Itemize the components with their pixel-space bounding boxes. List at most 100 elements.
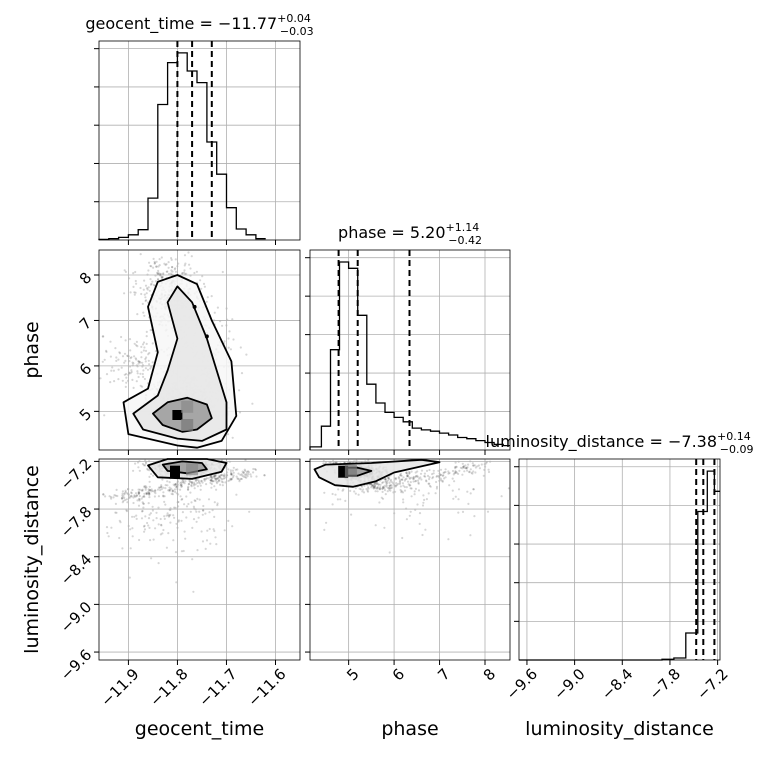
scatter-point [354,487,357,490]
scatter-point [453,472,456,475]
scatter-point [147,353,150,356]
scatter-point [358,487,361,490]
scatter-point [372,487,375,490]
scatter-point [237,472,240,475]
scatter-point [163,495,166,498]
scatter-point [467,502,470,505]
scatter-point [105,373,109,376]
scatter-point [125,372,128,376]
scatter-point [238,389,241,392]
scatter-point [171,493,174,496]
scatter-point [142,502,145,505]
density-block [186,463,199,476]
contour-line [122,274,238,449]
scatter-point [157,495,160,498]
scatter-point [203,478,206,481]
scatter-point [428,476,431,479]
scatter-point [384,480,387,483]
scatter-point [402,501,405,504]
scatter-point [144,360,147,363]
scatter-point [209,475,212,478]
scatter-point [139,361,142,364]
scatter-point [187,486,190,489]
scatter-point [135,494,139,497]
scatter-point [214,536,217,539]
scatter-point [376,490,379,493]
scatter-point [124,359,127,362]
axes-frame [309,249,511,451]
scatter-point [434,492,437,495]
scatter-point [399,488,402,492]
scatter-point [199,279,202,282]
scatter-point [153,262,156,265]
scatter-point [437,469,440,472]
scatter-point [110,526,113,529]
scatter-point [141,501,144,504]
scatter-point [109,355,112,358]
scatter-point [121,490,124,493]
scatter-point [144,462,147,465]
scatter-point [172,514,175,517]
scatter-point [110,369,113,372]
scatter-point [408,484,411,487]
scatter-point [179,484,182,487]
scatter-point [196,497,199,500]
scatter-point [227,346,230,349]
scatter-point [245,474,248,477]
scatter-point [148,493,151,496]
scatter-point [189,491,192,494]
scatter-point [203,479,206,482]
scatter-point [204,512,207,515]
scatter-point [155,265,158,268]
scatter-point [414,479,418,482]
scatter-point [221,484,224,487]
scatter-point [435,487,438,490]
scatter-point [223,529,226,532]
scatter-point [191,526,194,530]
scatter-point [141,372,144,376]
scatter-point [455,471,458,474]
scatter-point [389,487,393,490]
scatter-point [224,481,227,484]
scatter-point [133,495,136,498]
scatter-point [408,471,411,474]
scatter-point [182,549,185,553]
scatter-point [129,372,132,375]
scatter-point [145,299,148,302]
scatter-point [148,469,151,472]
scatter-point [200,287,203,290]
scatter-point [143,530,146,533]
scatter-point [174,483,177,486]
title-luminosity_distance: luminosity_distance = −7.38+0.14 −0.09 [486,430,754,456]
scatter-point [476,465,479,468]
scatter-point [397,482,400,485]
scatter-point [151,509,154,512]
scatter-point [472,470,475,473]
scatter-point [367,487,370,490]
scatter-point [192,505,195,508]
scatter-point [439,473,442,476]
scatter-point [121,355,125,358]
scatter-point [382,481,385,484]
scatter-point [325,521,328,524]
scatter-point [155,265,158,268]
scatter-point [500,495,503,498]
scatter-point [441,479,444,482]
scatter-point [410,487,413,490]
scatter-point [119,521,122,524]
scatter-point [230,472,233,475]
scatter-point [144,296,147,299]
scatter-point [130,495,133,498]
scatter-point [376,486,379,489]
scatter-point [171,270,174,273]
scatter-point [220,480,223,483]
scatter-point [383,526,386,529]
scatter-point [168,486,171,489]
scatter-point [208,511,211,514]
scatter-point [399,474,402,477]
scatter-point [117,358,120,361]
scatter-point [454,461,457,464]
scatter-point [138,499,141,502]
scatter-point [179,495,182,498]
scatter-point [143,314,146,317]
